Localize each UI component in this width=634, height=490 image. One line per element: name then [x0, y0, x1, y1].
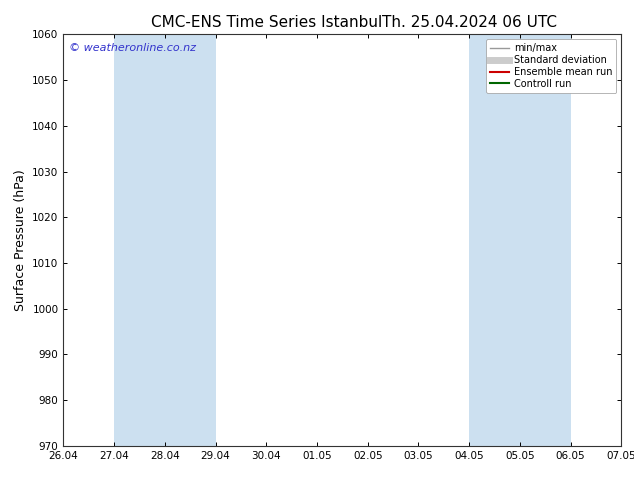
Text: CMC-ENS Time Series Istanbul: CMC-ENS Time Series Istanbul — [151, 15, 382, 30]
Bar — [114, 34, 216, 446]
Bar — [469, 34, 571, 446]
Y-axis label: Surface Pressure (hPa): Surface Pressure (hPa) — [14, 169, 27, 311]
Text: © weatheronline.co.nz: © weatheronline.co.nz — [69, 43, 196, 52]
Legend: min/max, Standard deviation, Ensemble mean run, Controll run: min/max, Standard deviation, Ensemble me… — [486, 39, 616, 93]
Text: Th. 25.04.2024 06 UTC: Th. 25.04.2024 06 UTC — [382, 15, 557, 30]
Bar — [621, 34, 634, 446]
